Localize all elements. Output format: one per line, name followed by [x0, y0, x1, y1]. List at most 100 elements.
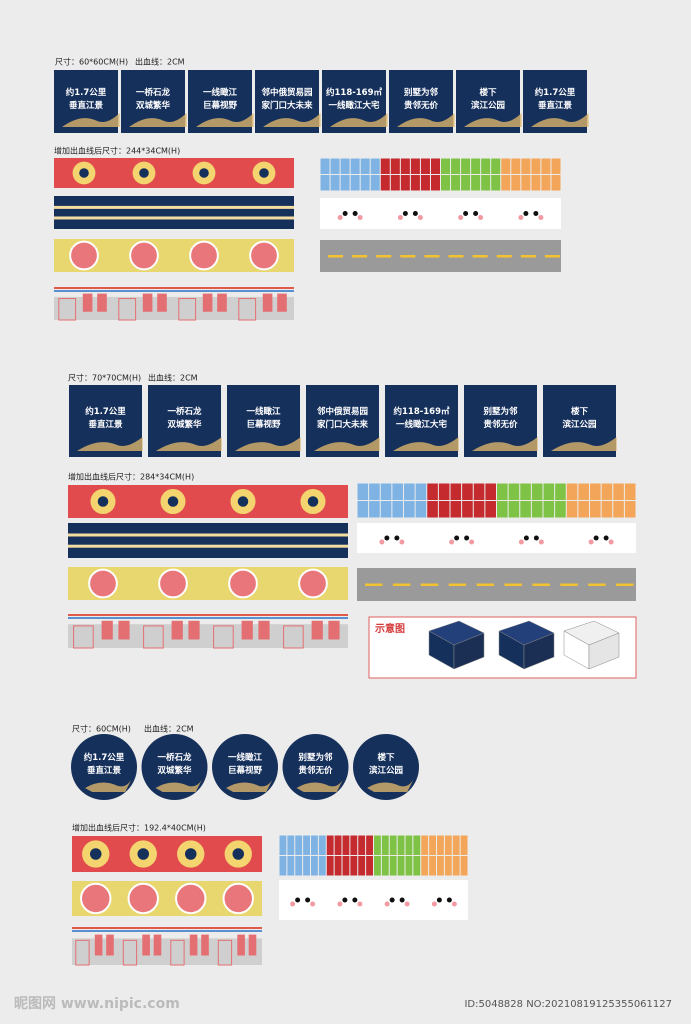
color-tile [444, 856, 452, 876]
window [189, 934, 198, 956]
flower-center [97, 496, 109, 507]
door-outline [58, 298, 77, 321]
color-tile [279, 856, 287, 876]
panel-line-2: 巨幕视野 [203, 100, 238, 111]
window [171, 620, 183, 640]
color-tile [452, 835, 460, 855]
color-tile [410, 158, 420, 174]
building-strip [68, 624, 348, 648]
cheek [431, 901, 437, 907]
color-tile [380, 158, 390, 174]
eye [436, 897, 442, 903]
door-outline [238, 298, 257, 321]
medallion [158, 568, 188, 599]
panel-gold-deco [155, 780, 202, 792]
color-tile [404, 483, 415, 500]
window [188, 620, 200, 640]
panel-gold-deco [464, 113, 522, 127]
color-tile [366, 856, 373, 876]
panel [71, 734, 137, 800]
flower-center [79, 168, 89, 178]
color-tile [334, 835, 342, 855]
eye [342, 897, 348, 903]
color-tile [427, 483, 438, 500]
eye [352, 897, 358, 903]
navy-strip [54, 196, 294, 229]
color-tile [427, 501, 438, 518]
color-tile [613, 483, 624, 500]
panel-gold-deco [77, 437, 143, 451]
lane-dash [504, 583, 522, 586]
color-tile [320, 175, 330, 191]
eye [352, 211, 358, 216]
color-tile [508, 483, 520, 500]
color-tile [295, 835, 303, 855]
panel-line-1: 约1.7公里 [535, 87, 576, 98]
lane-dash [376, 255, 392, 258]
window [258, 620, 270, 640]
color-tile [450, 483, 462, 500]
watermark-site: 昵图网 www.nipic.com [14, 996, 180, 1012]
color-tile [551, 158, 561, 174]
door-outline [75, 939, 90, 966]
panel-line-2: 一线瞰江大宅 [396, 419, 448, 430]
color-tile [462, 501, 473, 518]
panel-gold-deco [129, 113, 187, 127]
color-tile [450, 501, 462, 518]
window [202, 293, 213, 312]
cheek [538, 215, 544, 220]
window [311, 620, 323, 640]
color-tile [555, 483, 566, 500]
color-tile [360, 175, 370, 191]
flower-center [232, 848, 245, 860]
lane-dash [476, 583, 495, 586]
color-tile [400, 158, 410, 174]
color-tile [318, 856, 326, 876]
lane-dash [400, 255, 416, 258]
color-tile [404, 501, 415, 518]
eye [402, 211, 408, 216]
medallion [88, 568, 118, 599]
panel-line-1: 别墅为邻 [482, 406, 518, 417]
window [97, 293, 107, 312]
panel-gold-deco [472, 437, 538, 451]
panel-line-2: 双城繁华 [136, 100, 171, 111]
lane-dash [520, 255, 536, 258]
panel-gold-deco [314, 437, 380, 451]
color-tile [420, 158, 430, 174]
roof-line-2 [68, 617, 348, 619]
color-tile [541, 175, 551, 191]
color-tile [374, 835, 381, 855]
color-tile [451, 158, 461, 174]
eye [463, 211, 469, 216]
window [201, 934, 209, 956]
lane-dash [448, 255, 464, 258]
color-tile [350, 835, 358, 855]
color-tile [415, 483, 427, 500]
eye [523, 211, 529, 216]
color-tile [390, 175, 400, 191]
door-outline [213, 625, 234, 649]
color-tile [340, 175, 350, 191]
eye [446, 897, 452, 903]
navy-strip [68, 523, 348, 558]
color-tile [295, 856, 303, 876]
panel-line-2: 巨幕视野 [246, 419, 281, 430]
medallion [189, 240, 219, 271]
color-tile [405, 856, 413, 876]
medallion [298, 568, 328, 599]
panel-gold-deco [263, 113, 321, 127]
color-tile [358, 856, 366, 876]
window [157, 293, 167, 312]
cheek [451, 901, 457, 907]
color-tile [287, 856, 295, 876]
eye [464, 535, 470, 541]
flower-center [237, 496, 249, 507]
cheek [337, 215, 343, 220]
color-tile [520, 501, 531, 518]
flower-center [139, 168, 149, 178]
panel-gold-deco [234, 437, 301, 451]
flower-center [137, 848, 150, 860]
color-tile [578, 501, 589, 518]
